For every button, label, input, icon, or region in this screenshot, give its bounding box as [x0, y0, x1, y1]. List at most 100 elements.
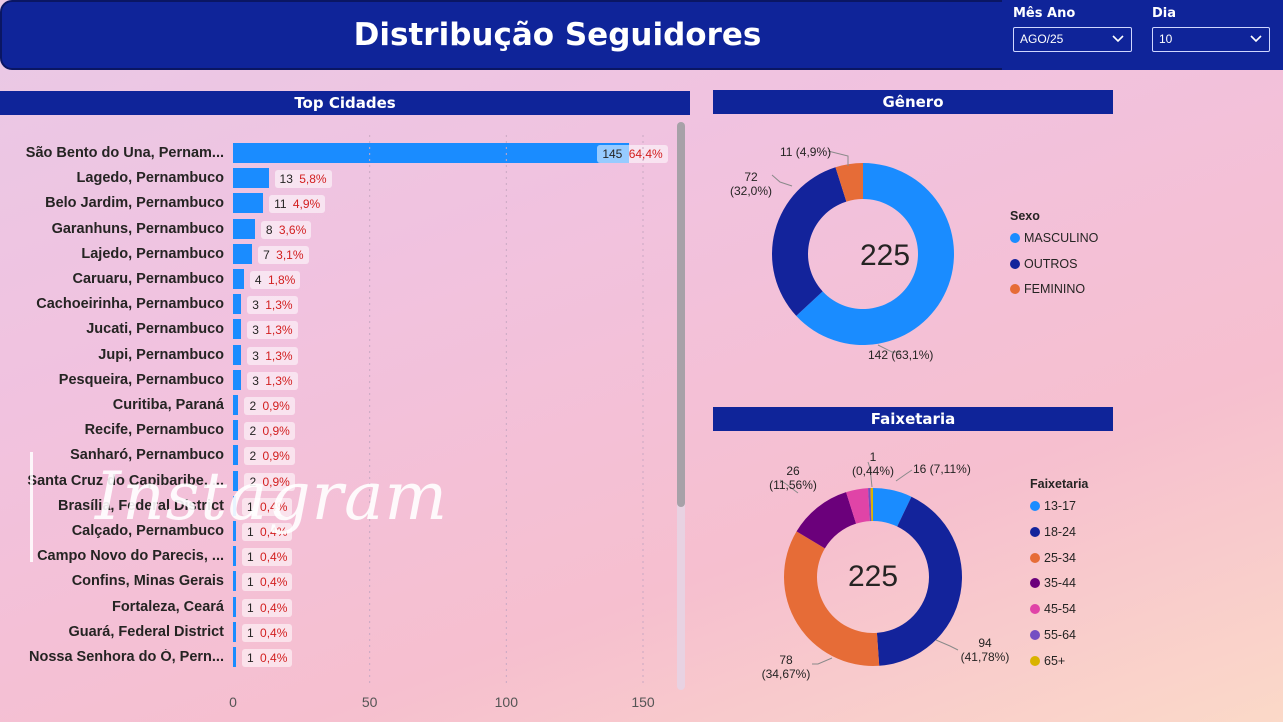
legend-dot-icon	[1030, 630, 1040, 640]
donut-slice-outros[interactable]	[772, 167, 847, 316]
city-row[interactable]: Brasília, Federal District 1 0,4%	[0, 495, 690, 518]
donut-slice-feminino[interactable]	[835, 163, 863, 202]
city-bar[interactable]	[233, 596, 236, 617]
city-row[interactable]: São Bento do Una, Pernam... 145 64,4%	[0, 143, 690, 165]
city-bar[interactable]	[233, 319, 242, 340]
city-bar[interactable]	[233, 521, 236, 541]
city-row[interactable]: Cachoeirinha, Pernambuco 3 1,3%	[0, 294, 690, 316]
legend-item[interactable]: 45-54	[1030, 602, 1076, 616]
day-dropdown[interactable]: 10	[1152, 27, 1270, 52]
month-year-dropdown[interactable]: AGO/25	[1013, 27, 1132, 52]
city-row[interactable]: Recife, Pernambuco 2 0,9%	[0, 420, 690, 442]
city-row[interactable]: Pesqueira, Pernambuco 3 1,3%	[0, 369, 690, 392]
city-data-label: 13 5,8%	[274, 170, 332, 189]
city-bar[interactable]	[233, 269, 244, 289]
donut-slice-masculino[interactable]	[796, 163, 954, 345]
city-name: Lajedo, Pernambuco	[81, 245, 224, 262]
city-bar[interactable]	[233, 495, 236, 516]
legend-label: MASCULINO	[1024, 231, 1099, 245]
legend-item[interactable]: 13-17	[1030, 499, 1076, 513]
city-bar[interactable]	[233, 470, 239, 491]
city-name: Jucati, Pernambuco	[86, 321, 224, 338]
city-row[interactable]: Sanharó, Pernambuco 2 0,9%	[0, 445, 690, 467]
city-count: 11	[274, 197, 287, 212]
city-row[interactable]: Lajedo, Pernambuco 7 3,1%	[0, 243, 690, 266]
city-row[interactable]: Curitiba, Paraná 2 0,9%	[0, 395, 690, 417]
city-count: 4	[254, 273, 262, 287]
city-row[interactable]: Garanhuns, Pernambuco 8 3,6%	[0, 218, 690, 241]
donut-slice-35-44[interactable]	[796, 492, 857, 549]
city-data-label: 1 0,4%	[242, 649, 293, 667]
city-bar[interactable]	[233, 143, 630, 163]
city-bar[interactable]	[233, 621, 236, 642]
city-percent: 1,8%	[264, 273, 296, 287]
city-data-label: 4 1,8%	[249, 271, 301, 289]
city-row[interactable]: Caruaru, Pernambuco 4 1,8%	[0, 269, 690, 291]
city-bar[interactable]	[233, 445, 239, 466]
city-percent: 0,4%	[256, 525, 288, 539]
city-bar[interactable]	[233, 243, 253, 264]
city-bar[interactable]	[233, 218, 255, 239]
city-bar[interactable]	[233, 344, 242, 365]
legend-dot-icon	[1030, 526, 1040, 537]
donut-slice-65-[interactable]	[870, 488, 873, 522]
leader-line	[877, 344, 900, 353]
city-row[interactable]: Guará, Federal District 1 0,4%	[0, 621, 690, 644]
city-data-label: 2 0,9%	[244, 422, 295, 441]
legend-dot-icon	[1030, 578, 1040, 589]
leader-line	[771, 174, 793, 187]
day-value: 10	[1159, 32, 1173, 46]
city-count: 3	[252, 323, 259, 338]
city-count: 7	[263, 247, 270, 262]
city-row[interactable]: Fortaleza, Ceará 1 0,4%	[0, 596, 690, 619]
city-row[interactable]: Confins, Minas Gerais 1 0,4%	[0, 571, 690, 593]
legend-item[interactable]: 25-34	[1030, 551, 1076, 565]
city-bar[interactable]	[233, 647, 236, 667]
city-bar[interactable]	[233, 571, 236, 592]
city-row[interactable]: Jupi, Pernambuco 3 1,3%	[0, 344, 690, 367]
legend-item[interactable]: 35-44	[1030, 576, 1076, 590]
data-label: 1 (0,44%)	[851, 450, 895, 478]
donut-slice-55-64[interactable]	[868, 488, 872, 522]
city-row[interactable]: Jucati, Pernambuco 3 1,3%	[0, 319, 690, 341]
city-count: 3	[252, 373, 259, 388]
legend-item[interactable]: 18-24	[1030, 525, 1076, 539]
city-name: Lagedo, Pernambuco	[76, 170, 224, 187]
donut-slice-18-24[interactable]	[876, 496, 962, 666]
city-row[interactable]: Lagedo, Pernambuco 13 5,8%	[0, 168, 690, 190]
city-bar[interactable]	[233, 369, 242, 390]
city-name: Belo Jardim, Pernambuco	[45, 195, 224, 212]
legend-item[interactable]: 55-64	[1030, 628, 1076, 642]
city-bar[interactable]	[233, 395, 239, 415]
donut-slice-45-54[interactable]	[846, 488, 870, 524]
city-row[interactable]: Campo Novo do Parecis, ... 1 0,4%	[0, 546, 690, 568]
city-row[interactable]: Calçado, Pernambuco 1 0,4%	[0, 521, 690, 543]
legend-item[interactable]: 65+	[1030, 654, 1065, 668]
city-percent: 64,4%	[625, 147, 663, 161]
city-data-label: 1 0,4%	[242, 598, 293, 617]
city-percent: 1,3%	[261, 373, 293, 388]
data-label: 94 (41,78%)	[960, 636, 1010, 664]
city-bar[interactable]	[233, 546, 236, 567]
city-percent: 4,9%	[289, 197, 321, 212]
legend-label: 65+	[1044, 653, 1066, 668]
legend-item[interactable]: FEMININO	[1010, 282, 1085, 296]
city-bar[interactable]	[233, 294, 242, 315]
city-row[interactable]: Nossa Senhora do Ó, Pern... 1 0,4%	[0, 647, 690, 669]
scrollbar-thumb[interactable]	[677, 122, 685, 507]
legend-item[interactable]: MASCULINO	[1010, 231, 1098, 245]
city-row[interactable]: Belo Jardim, Pernambuco 11 4,9%	[0, 193, 690, 215]
city-row[interactable]: Santa Cruz do Capibaribe, ... 2 0,9%	[0, 470, 690, 493]
donut-slice-25-34[interactable]	[784, 531, 880, 666]
legend-label: FEMININO	[1024, 282, 1086, 296]
city-percent: 0,9%	[259, 399, 290, 413]
city-bar[interactable]	[233, 420, 239, 441]
legend-item[interactable]: OUTROS	[1010, 257, 1077, 271]
city-bar[interactable]	[233, 168, 269, 189]
city-name: Fortaleza, Ceará	[111, 598, 224, 615]
leader-line	[895, 469, 913, 482]
city-bar[interactable]	[233, 193, 264, 214]
city-data-label: 2 0,9%	[244, 472, 295, 491]
donut-slice-13-17[interactable]	[873, 488, 912, 527]
data-label: 72 (32,0%)	[729, 170, 773, 198]
